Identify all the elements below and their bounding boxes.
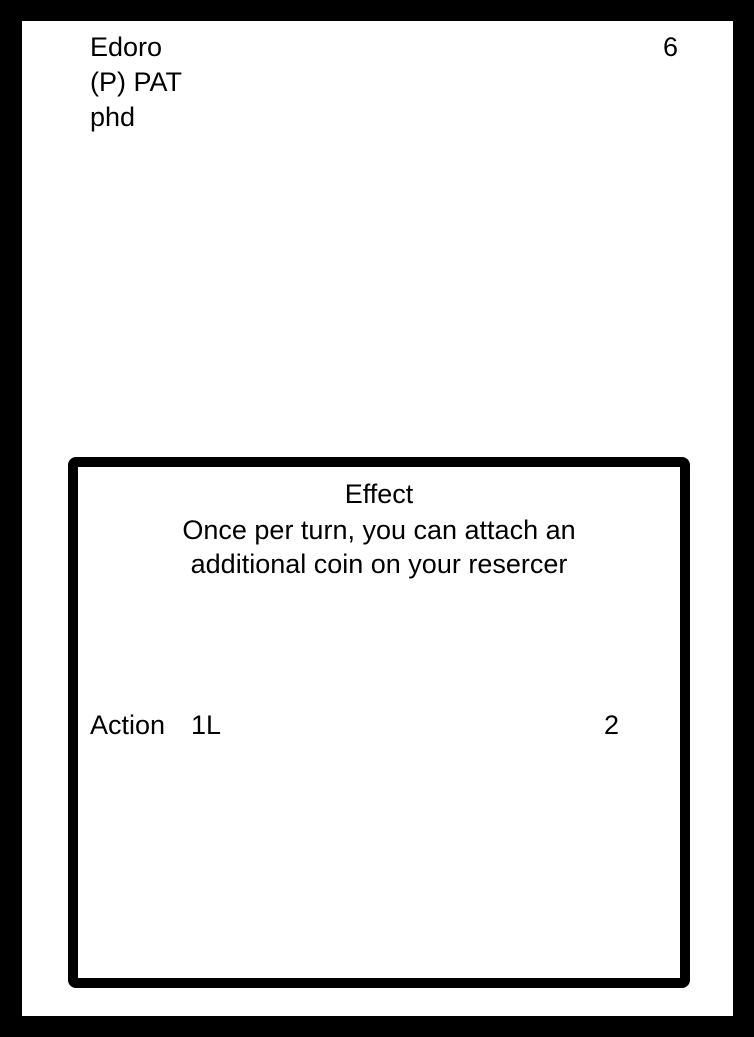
card-cost: 6: [663, 32, 679, 62]
card-name: Edoro: [90, 32, 163, 62]
effect-description-line-1: Once per turn, you can attach an: [182, 515, 576, 545]
effect-title: Effect: [344, 479, 414, 509]
action-cost: 1L: [191, 710, 222, 740]
effect-description: Once per turn, you can attach an additio…: [78, 513, 680, 581]
effect-box: Effect Once per turn, you can attach an …: [68, 457, 690, 988]
action-label: Action: [90, 710, 166, 740]
card-class: (P) PAT: [90, 67, 182, 97]
effect-description-line-2: additional coin on your resercer: [190, 549, 568, 579]
action-value: 2: [604, 710, 620, 740]
card-degree: phd: [90, 102, 136, 132]
game-card: Edoro (P) PAT phd 6 Effect Once per turn…: [22, 21, 733, 1016]
